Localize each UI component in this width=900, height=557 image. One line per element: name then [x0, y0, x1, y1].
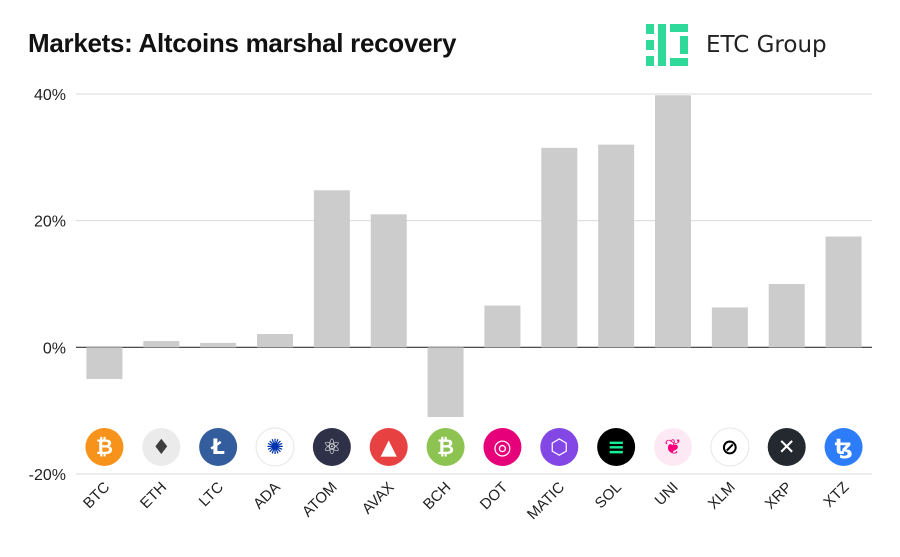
xrp-icon-glyph: ✕ — [778, 435, 796, 459]
litecoin-icon-glyph: Ł — [210, 435, 224, 459]
cardano-icon — [255, 427, 295, 467]
brand-logo: ETC Group — [644, 22, 827, 68]
bar-sol — [598, 144, 635, 348]
x-tick-label: DOT — [477, 479, 511, 513]
ethereum-icon-glyph: ♦ — [152, 435, 171, 459]
polkadot-icon — [483, 428, 522, 466]
x-tick-label: ADA — [250, 479, 284, 513]
uniswap-icon — [654, 428, 692, 466]
solana-icon-glyph: ≡ — [607, 435, 625, 459]
stellar-icon — [710, 427, 750, 467]
y-tick-label: -20% — [29, 467, 66, 484]
x-tick-label: XLM — [705, 479, 739, 513]
polygon-icon-glyph: ⬡ — [550, 435, 568, 459]
x-tick-label: BTC — [80, 479, 113, 512]
xrp-icon — [767, 428, 806, 466]
uniswap-icon-glyph: ❦ — [664, 435, 682, 459]
y-tick-label: 0% — [43, 340, 66, 357]
bar-xtz — [825, 236, 862, 348]
x-tick-label: XTZ — [820, 479, 852, 511]
x-tick-label: MATIC — [524, 479, 568, 523]
bar-uni — [655, 95, 691, 348]
x-tick-label: ATOM — [299, 479, 341, 521]
avalanche-icon — [369, 428, 408, 466]
x-tick-label: AVAX — [359, 479, 398, 518]
y-tick-label: 40% — [34, 87, 66, 104]
x-tick-label: BCH — [420, 479, 454, 513]
x-tick-label: LTC — [196, 479, 227, 510]
ethereum-icon — [142, 428, 181, 466]
bar-xrp — [768, 284, 805, 348]
tezos-icon-glyph: ꜩ — [835, 435, 853, 459]
bitcoin-icon-glyph: ₿ — [96, 435, 113, 459]
bar-ltc — [200, 342, 237, 348]
bitcoin-icon — [85, 428, 124, 466]
etc-group-logo-icon — [646, 24, 688, 66]
bar-xlm — [711, 307, 748, 348]
cosmos-icon-glyph: ⚛ — [322, 435, 341, 459]
cardano-icon-glyph: ✺ — [266, 435, 284, 459]
x-tick-label: UNI — [652, 479, 682, 509]
bar-dot — [484, 305, 521, 348]
bitcoin-cash-icon-glyph: ₿ — [437, 435, 454, 459]
x-tick-label: XRP — [762, 479, 796, 513]
tezos-icon — [824, 428, 863, 466]
cosmos-icon — [312, 428, 351, 466]
brand-name: ETC Group — [706, 32, 827, 58]
bar-btc — [86, 347, 123, 379]
litecoin-icon — [199, 428, 238, 466]
stellar-icon-glyph: ⊘ — [721, 435, 739, 459]
x-tick-label: ETH — [137, 479, 170, 512]
solana-icon — [597, 428, 636, 466]
bar-bch — [427, 347, 464, 417]
y-tick-label: 20% — [34, 214, 66, 231]
bar-ada — [257, 334, 293, 348]
x-tick-label: SOL — [592, 479, 625, 512]
avalanche-icon-glyph: ▲ — [381, 435, 398, 459]
polkadot-icon-glyph: ◎ — [493, 435, 511, 459]
bitcoin-cash-icon — [426, 428, 465, 466]
bar-atom — [313, 190, 350, 348]
bar-matic — [541, 147, 578, 348]
polygon-icon — [540, 428, 579, 466]
chart-title: Markets: Altcoins marshal recovery — [28, 28, 457, 58]
bar-eth — [143, 341, 180, 348]
bar-avax — [370, 214, 407, 348]
